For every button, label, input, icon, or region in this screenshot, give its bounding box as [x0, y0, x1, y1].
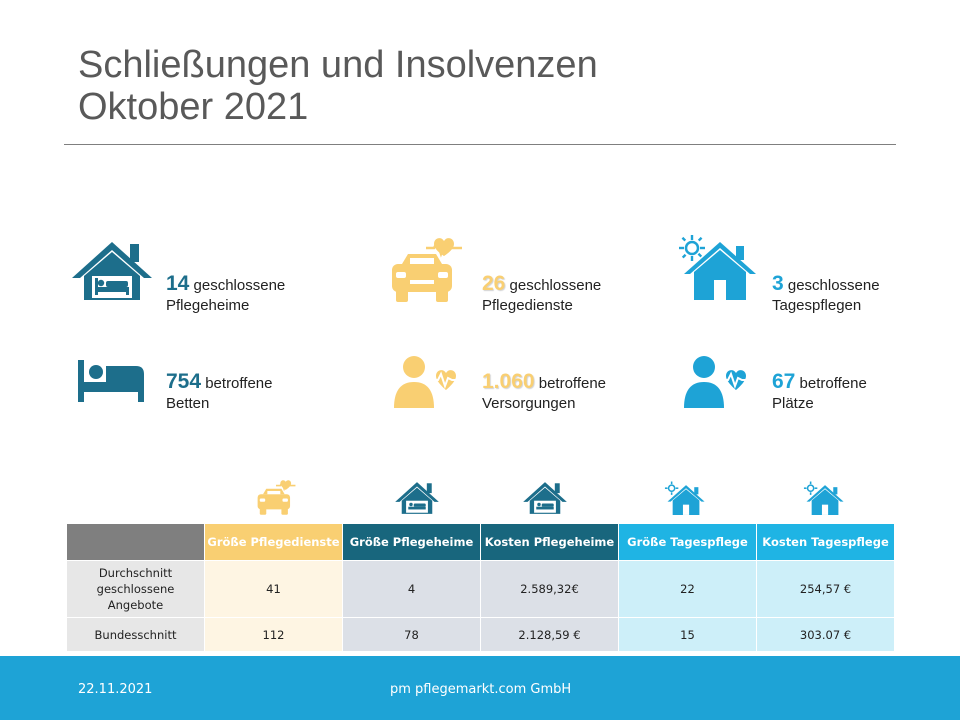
stat-text: geschlossene — [189, 277, 286, 294]
table-row: Durchschnitt geschlossene Angebote 41 4 … — [66, 560, 895, 618]
statistics-table: Größe Pflegedienste Größe Pflegeheime Ko… — [66, 523, 895, 652]
stat-number: 14 — [166, 272, 190, 295]
house-sun-icon — [679, 235, 756, 300]
table-cell: 2.589,32€ — [480, 560, 619, 618]
house-bed-icon — [523, 482, 567, 514]
table-cell: 112 — [204, 617, 343, 652]
car-heart-icon — [257, 480, 296, 515]
table-cell: 78 — [342, 617, 481, 652]
table-cell: 41 — [204, 560, 343, 618]
title-line-2: Oktober 2021 — [78, 86, 309, 128]
stat-subtext: Tagespflegen — [772, 297, 862, 314]
table-cell: 15 — [618, 617, 757, 652]
title-divider — [64, 144, 896, 145]
table-row: Bundesschnitt 112 78 2.128,59 € 15 303.0… — [66, 617, 895, 652]
stat-text: betroffene — [201, 375, 273, 392]
table-header: Größe Pflegedienste — [204, 523, 343, 561]
page-title: Schließungen und Insolvenzen Oktober 202… — [78, 44, 898, 128]
row-label: Bundesschnitt — [66, 617, 205, 652]
house-bed-icon — [395, 482, 439, 514]
table-cell: 4 — [342, 560, 481, 618]
table-cell: 254,57 € — [756, 560, 895, 618]
stat-number: 67 — [772, 370, 796, 393]
stat-number: 3 — [772, 272, 784, 295]
stat-number: 26 — [482, 272, 506, 295]
table-cell: 2.128,59 € — [480, 617, 619, 652]
stat-text: geschlossene — [783, 277, 880, 294]
table-header: Größe Pflegeheime — [342, 523, 481, 561]
table-header: Kosten Pflegeheime — [480, 523, 619, 561]
stat-number: 1.060 — [482, 370, 535, 393]
table-corner-cell — [66, 523, 205, 561]
table-header: Größe Tagespflege — [618, 523, 757, 561]
house-sun-icon — [803, 481, 844, 515]
person-heartbeat-icon — [684, 356, 750, 408]
stat-text: betroffene — [795, 375, 867, 392]
stat-text: betroffene — [534, 375, 607, 392]
stat-subtext: Betten — [166, 395, 210, 412]
table-cell: 22 — [618, 560, 757, 618]
house-bed-icon — [72, 242, 152, 300]
stat-number: 754 — [166, 370, 202, 393]
car-heart-icon — [392, 238, 462, 302]
stat-subtext: Plätze — [772, 395, 814, 412]
table-header-row: Größe Pflegedienste Größe Pflegeheime Ko… — [66, 523, 895, 561]
house-sun-icon — [664, 481, 705, 515]
footer-date: 22.11.2021 — [78, 682, 153, 697]
stat-subtext: Pflegedienste — [482, 297, 573, 314]
stat-subtext: Pflegeheime — [166, 297, 250, 314]
title-line-1: Schließungen und Insolvenzen — [78, 44, 598, 86]
footer-bar: 22.11.2021 pm pflegemarkt.com GmbH — [0, 656, 960, 720]
table-cell: 303.07 € — [756, 617, 895, 652]
bed-icon — [78, 360, 144, 402]
table-header: Kosten Tagespflege — [756, 523, 895, 561]
stat-subtext: Versorgungen — [482, 395, 576, 412]
footer-company: pm pflegemarkt.com GmbH — [390, 682, 572, 697]
row-label: Durchschnitt geschlossene Angebote — [66, 560, 205, 618]
person-heartbeat-icon — [394, 356, 460, 408]
stat-text: geschlossene — [505, 277, 602, 294]
